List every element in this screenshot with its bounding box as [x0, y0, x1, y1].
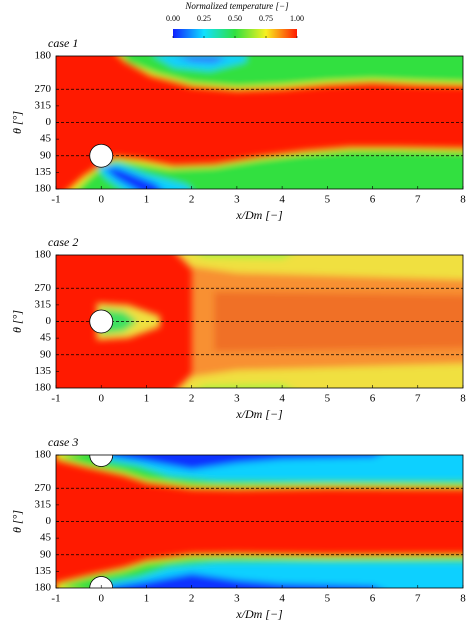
y-tick-label: 45	[40, 532, 52, 544]
x-axis-label: x/Dm [−]	[235, 607, 283, 621]
y-tick-label: 45	[40, 133, 52, 145]
x-axis-label: x/Dm [−]	[235, 208, 283, 222]
x-tick-label: 1	[144, 194, 150, 206]
y-tick-label: 315	[35, 99, 52, 111]
temperature-region	[198, 255, 291, 260]
x-tick-label: 1	[144, 393, 150, 405]
x-tick-label: 2	[189, 593, 195, 605]
y-tick-label: 90	[40, 348, 52, 360]
y-tick-label: 90	[40, 548, 52, 560]
y-axis-label: θ [°]	[10, 111, 24, 134]
cylinder	[89, 576, 114, 588]
x-axis-label: x/Dm [−]	[235, 407, 283, 421]
panel-title: case 1	[48, 36, 78, 50]
temperature-region	[77, 150, 463, 189]
x-tick-label: 4	[279, 593, 285, 605]
x-tick-label: 8	[460, 194, 466, 206]
x-tick-label: 2	[189, 194, 195, 206]
y-tick-label: 0	[46, 315, 52, 327]
x-tick-label: 7	[415, 593, 421, 605]
cylinder	[89, 143, 114, 168]
y-tick-label: 315	[35, 498, 52, 510]
heatmap	[56, 56, 463, 189]
cylinder	[89, 455, 114, 467]
x-tick-label: 8	[460, 593, 466, 605]
x-tick-label: 0	[98, 194, 104, 206]
heatmap	[56, 455, 463, 588]
y-tick-label: 315	[35, 298, 52, 310]
x-tick-label: 7	[415, 393, 421, 405]
temperature-region	[180, 363, 463, 388]
x-tick-label: 5	[325, 194, 331, 206]
y-tick-label: 135	[35, 166, 52, 178]
x-tick-label: 5	[325, 593, 331, 605]
colorbar-tick-label: 0.00	[166, 14, 180, 23]
colorbar-tick-label: 0.75	[259, 14, 273, 23]
y-tick-label: 135	[35, 565, 52, 577]
y-tick-label: 180	[35, 50, 52, 62]
x-tick-label: -1	[51, 393, 60, 405]
x-tick-label: 4	[279, 393, 285, 405]
temperature-region	[198, 383, 291, 388]
y-tick-label: 270	[35, 282, 52, 294]
x-tick-label: 2	[189, 393, 195, 405]
y-tick-label: 180	[35, 249, 52, 261]
y-tick-label: 0	[46, 515, 52, 527]
temperature-region	[154, 56, 246, 71]
x-tick-label: 3	[234, 393, 240, 405]
temperature-region	[110, 455, 378, 470]
x-tick-label: 8	[460, 393, 466, 405]
y-axis-label: θ [°]	[10, 310, 24, 333]
cylinder	[89, 309, 114, 334]
temperature-region	[103, 166, 162, 189]
x-tick-label: -1	[51, 194, 60, 206]
panel-title: case 2	[48, 235, 78, 249]
x-tick-label: 7	[415, 194, 421, 206]
x-tick-label: 6	[370, 593, 376, 605]
x-tick-label: 6	[370, 393, 376, 405]
y-axis-label: θ [°]	[10, 510, 24, 533]
heatmap-field	[68, 56, 463, 189]
y-tick-label: 180	[35, 183, 52, 195]
x-tick-label: 6	[370, 194, 376, 206]
y-tick-label: 135	[35, 365, 52, 377]
panel-title: case 3	[48, 435, 78, 449]
y-tick-label: 270	[35, 482, 52, 494]
y-tick-label: 0	[46, 116, 52, 128]
y-tick-label: 45	[40, 332, 52, 344]
heatmap-field	[56, 455, 463, 588]
x-tick-label: 3	[234, 593, 240, 605]
x-tick-label: -1	[51, 593, 60, 605]
x-tick-label: 0	[98, 593, 104, 605]
colorbar-title: Normalized temperature [−]	[184, 1, 289, 11]
temperature-region	[110, 573, 378, 588]
x-tick-label: 3	[234, 194, 240, 206]
colorbar-tick-label: 1.00	[290, 14, 304, 23]
temperature-region	[180, 255, 463, 280]
x-tick-label: 1	[144, 593, 150, 605]
heatmap	[56, 255, 463, 388]
temperature-region	[175, 56, 228, 63]
colorbar-tick-label: 0.25	[197, 14, 211, 23]
y-tick-label: 180	[35, 449, 52, 461]
y-tick-label: 180	[35, 582, 52, 594]
y-tick-label: 90	[40, 149, 52, 161]
colorbar-tick-label: 0.50	[228, 14, 242, 23]
x-tick-label: 4	[279, 194, 285, 206]
x-tick-label: 5	[325, 393, 331, 405]
x-tick-label: 0	[98, 393, 104, 405]
colorbar	[173, 29, 297, 38]
y-tick-label: 270	[35, 83, 52, 95]
y-tick-label: 180	[35, 382, 52, 394]
